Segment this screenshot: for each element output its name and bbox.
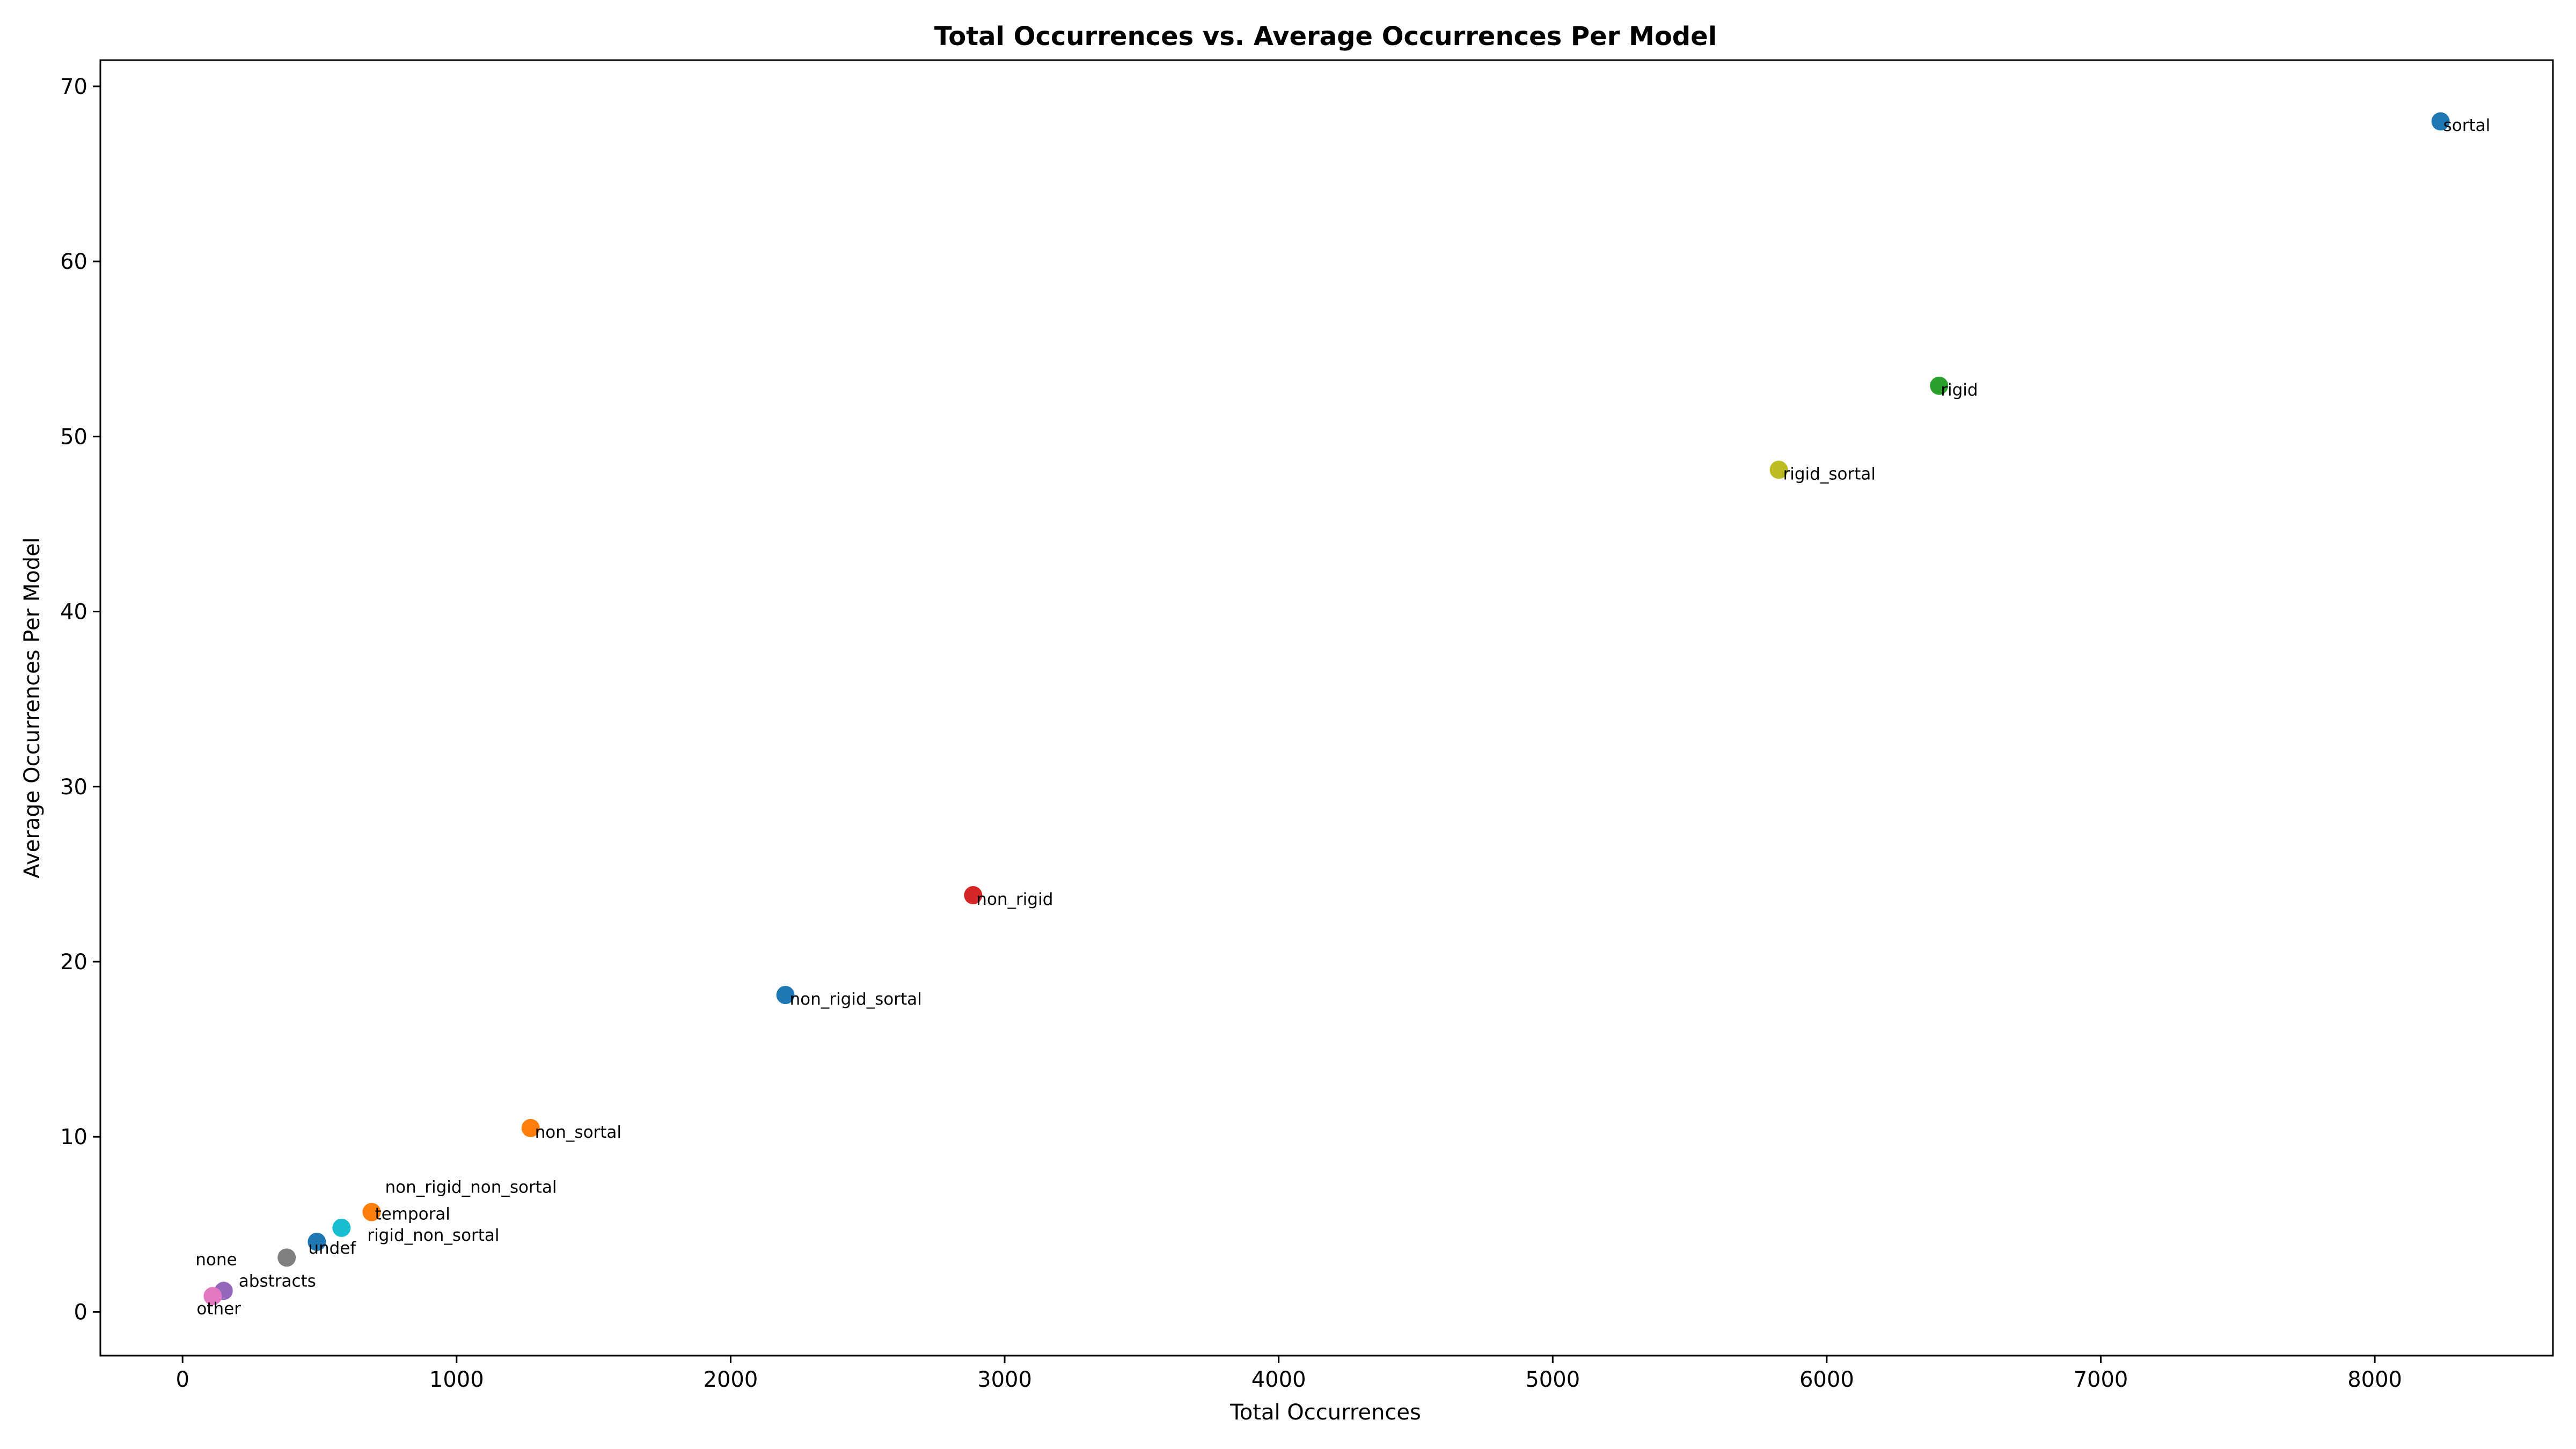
data-label: sortal [2443, 116, 2491, 135]
x-tick-label: 3000 [977, 1367, 1032, 1392]
data-label: non_rigid_non_sortal [385, 1178, 557, 1197]
x-tick-label: 5000 [1525, 1367, 1580, 1392]
y-tick-label: 40 [60, 600, 87, 625]
y-tick-label: 60 [60, 250, 87, 274]
x-tick-label: 4000 [1252, 1367, 1306, 1392]
chart-title: Total Occurrences vs. Average Occurrence… [934, 21, 1717, 52]
data-points [203, 112, 2450, 1306]
point-labels: sortal rigid rigid_sortal non_rigid non_rigi… [195, 116, 2490, 1319]
x-tick-label: 8000 [2347, 1367, 2402, 1392]
data-label: rigid_non_sortal [367, 1226, 499, 1245]
x-tick-label: 2000 [704, 1367, 758, 1392]
data-label: non_rigid_sortal [790, 990, 922, 1009]
y-tick-label: 0 [74, 1300, 87, 1324]
y-tick-label: 70 [60, 75, 87, 99]
data-label: undef [308, 1239, 356, 1258]
data-label: other [196, 1299, 241, 1319]
data-label: non_sortal [535, 1123, 621, 1142]
data-point [2431, 112, 2450, 131]
y-tick-label: 30 [60, 775, 87, 800]
data-point [203, 1287, 222, 1306]
plot-area [99, 59, 2554, 1357]
data-point [1769, 460, 1788, 479]
data-point [521, 1118, 540, 1137]
x-axis: 0 1000 2000 3000 4000 5000 6000 7000 8000 [175, 1356, 2402, 1392]
y-axis-title: Average Occurrences Per Model [20, 537, 45, 879]
x-tick-label: 6000 [1799, 1367, 1854, 1392]
data-label: non_rigid [976, 890, 1053, 909]
x-tick-label: 1000 [429, 1367, 484, 1392]
y-axis: 0 10 20 30 40 50 60 70 [60, 75, 100, 1324]
y-tick-label: 20 [60, 950, 87, 975]
data-label: rigid [1941, 380, 1978, 400]
data-point [362, 1203, 381, 1221]
y-tick-label: 10 [60, 1125, 87, 1150]
data-point [277, 1248, 296, 1267]
data-label: temporal [375, 1205, 450, 1224]
x-axis-title: Total Occurrences [1230, 1400, 1421, 1425]
y-tick-label: 50 [60, 425, 87, 449]
x-tick-label: 0 [175, 1367, 189, 1392]
data-point [332, 1218, 351, 1237]
data-label: none [195, 1250, 237, 1269]
data-label: abstracts [239, 1271, 316, 1291]
data-point [776, 985, 795, 1004]
data-label: rigid_sortal [1783, 464, 1876, 484]
data-point [964, 886, 983, 905]
data-point [308, 1232, 326, 1251]
x-tick-label: 7000 [2074, 1367, 2128, 1392]
data-point [1930, 376, 1949, 395]
